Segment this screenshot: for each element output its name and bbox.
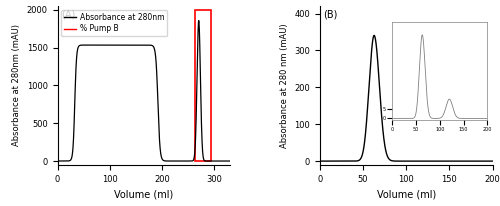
Text: (A): (A) <box>61 9 75 19</box>
Y-axis label: Absorbance at 280 nm (mAU): Absorbance at 280 nm (mAU) <box>280 23 288 148</box>
Legend: Absorbance at 280nm, % Pump B: Absorbance at 280nm, % Pump B <box>62 10 167 36</box>
X-axis label: Volume (ml): Volume (ml) <box>376 189 436 199</box>
X-axis label: Volume (ml): Volume (ml) <box>114 189 174 199</box>
Bar <box>194 10 211 161</box>
Y-axis label: Absorbance at 280nm (mAU): Absorbance at 280nm (mAU) <box>12 25 21 146</box>
Text: (B): (B) <box>324 9 338 19</box>
